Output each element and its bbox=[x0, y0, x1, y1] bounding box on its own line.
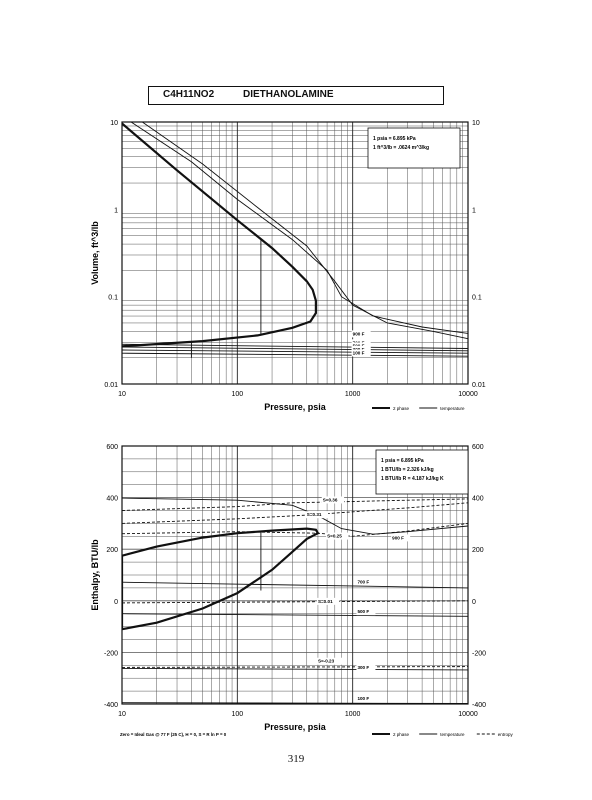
legend-label: temperature bbox=[440, 406, 465, 411]
annotation-label: 500 F bbox=[357, 609, 369, 614]
annotation-bg bbox=[316, 657, 343, 665]
series-line-isotherm bbox=[122, 702, 468, 704]
y-tick-label-left: 0.1 bbox=[108, 295, 118, 302]
series-line-saturated-vapor bbox=[122, 122, 317, 348]
x-tick-label: 1000 bbox=[345, 711, 361, 718]
series-line-isotherm bbox=[122, 352, 468, 357]
y-tick-label-right: 0 bbox=[472, 599, 476, 606]
conversion-box bbox=[375, 449, 469, 495]
y-tick-label-right: 400 bbox=[472, 496, 484, 503]
annotation-label: 100 F bbox=[353, 350, 365, 355]
y-tick-label-right: 10 bbox=[472, 120, 480, 127]
y-tick-label-right: -400 bbox=[472, 702, 486, 709]
series-group bbox=[122, 122, 468, 358]
x-tick-label: 100 bbox=[231, 391, 243, 398]
annotation-bg bbox=[351, 330, 371, 338]
series-line-isotherm bbox=[122, 343, 468, 349]
series-line-isentrope bbox=[122, 498, 468, 511]
enthalpy-chart: 10 100 1000 10000 -400 -400 -200 -200 0 0 200 200 40… bbox=[90, 444, 514, 737]
y-tick-label-right: 600 bbox=[472, 444, 484, 451]
y-tick-label-right: 0.1 bbox=[472, 295, 482, 302]
title-box: C4H11NO2 DIETHANOLAMINE bbox=[148, 86, 444, 105]
series-group bbox=[122, 497, 468, 704]
y-tick-label-left: 0.01 bbox=[104, 382, 118, 389]
series-line-isentrope bbox=[122, 522, 468, 537]
annotation-label: 700 F bbox=[357, 579, 369, 584]
y-tick-label-left: -400 bbox=[104, 702, 118, 709]
y-tick-label-left: 10 bbox=[110, 120, 118, 127]
volume-chart: 10 100 1000 10000 0.01 0.01 0.1 0.1 1 1 10 10 Pressu… bbox=[90, 120, 486, 412]
annotation-label: S=0.31 bbox=[307, 512, 322, 517]
conversion-box bbox=[367, 127, 461, 169]
legend-label: 2 phase bbox=[393, 732, 410, 737]
series-line-isotherm bbox=[122, 581, 468, 589]
annotation-bg bbox=[305, 511, 329, 519]
y-tick-label-left: 600 bbox=[106, 444, 118, 451]
annotation-bg bbox=[321, 496, 345, 504]
series-line-isotherm bbox=[130, 122, 468, 334]
conversion-text: 1 psia = 6.895 kPa bbox=[373, 136, 416, 142]
annotation-label: 900 F bbox=[392, 535, 404, 540]
annotation-label: 900 F bbox=[353, 331, 365, 336]
series-line-isotherm bbox=[122, 497, 468, 535]
annotation-label: S=0.25 bbox=[327, 534, 342, 539]
x-axis-label: Pressure, psia bbox=[264, 402, 327, 412]
x-tick-label: 10000 bbox=[458, 711, 478, 718]
chemical-name: DIETHANOLAMINE bbox=[243, 89, 334, 100]
annotation-label: 300 F bbox=[357, 665, 369, 670]
annotation-bg bbox=[391, 534, 411, 542]
y-tick-label-right: -200 bbox=[472, 650, 486, 657]
y-tick-label-left: -200 bbox=[104, 650, 118, 657]
x-tick-label: 10 bbox=[118, 711, 126, 718]
series-line-isotherm bbox=[142, 122, 468, 340]
conversion-text: 1 psia = 6.895 kPa bbox=[381, 458, 424, 464]
reference-note: Zero = Ideal Gas @ 77 F (25 C), H = 0, S… bbox=[120, 732, 227, 737]
series-line-isotherm bbox=[122, 346, 468, 352]
conversion-text: 1 BTU/lb = 2.326 kJ/kg bbox=[381, 467, 434, 473]
series-line-isentrope bbox=[122, 600, 468, 604]
y-tick-label-left: 200 bbox=[106, 547, 118, 554]
annotation-label: 300 F bbox=[353, 347, 365, 352]
series-line-saturation-dome bbox=[122, 527, 320, 631]
x-tick-label: 100 bbox=[231, 711, 243, 718]
series-line-isentrope bbox=[122, 502, 468, 524]
annotation-bg bbox=[326, 532, 349, 540]
annotation-bg bbox=[356, 663, 376, 671]
legend-label: 2 phase bbox=[393, 406, 410, 411]
annotation-bg bbox=[316, 597, 340, 605]
annotation-bg bbox=[356, 695, 376, 703]
y-tick-label-right: 1 bbox=[472, 207, 476, 214]
conversion-text: 1 ft^3/lb = .0624 m^3/kg bbox=[373, 145, 429, 151]
series-line-isotherm bbox=[122, 349, 468, 354]
x-tick-label: 10000 bbox=[458, 391, 478, 398]
annotation-label: S=0.36 bbox=[323, 497, 338, 502]
x-tick-label: 10 bbox=[118, 391, 126, 398]
conversion-text: 1 BTU/lb R = 4.187 kJ/kg K bbox=[381, 476, 444, 482]
chemical-formula: C4H11NO2 bbox=[163, 89, 215, 100]
x-tick-label: 1000 bbox=[345, 391, 361, 398]
annotation-bg bbox=[356, 608, 376, 616]
x-axis-label: Pressure, psia bbox=[264, 722, 327, 732]
y-tick-label-right: 200 bbox=[472, 547, 484, 554]
annotation-bg bbox=[351, 345, 371, 353]
y-tick-label-left: 0 bbox=[114, 599, 118, 606]
legend-label: entropy bbox=[498, 732, 514, 737]
series-line-isotherm bbox=[122, 613, 468, 617]
y-tick-label-right: 0.01 bbox=[472, 382, 486, 389]
series-line-isotherm bbox=[122, 667, 468, 671]
annotation-label: 100 F bbox=[357, 696, 369, 701]
annotation-label: S=-0.23 bbox=[318, 659, 335, 664]
series-line-isentrope bbox=[122, 666, 468, 668]
annotation-label: S=0.01 bbox=[318, 599, 333, 604]
y-tick-label-left: 1 bbox=[114, 207, 118, 214]
legend-label: temperature bbox=[440, 732, 465, 737]
y-axis-label: Volume, ft^3/lb bbox=[90, 221, 100, 285]
page-number: 319 bbox=[287, 753, 305, 765]
annotation-bg bbox=[351, 349, 371, 357]
y-tick-label-left: 400 bbox=[106, 496, 118, 503]
annotation-bg bbox=[356, 578, 376, 586]
y-axis-label: Enthalpy, BTU/lb bbox=[90, 539, 100, 611]
plot-frame bbox=[121, 121, 469, 385]
